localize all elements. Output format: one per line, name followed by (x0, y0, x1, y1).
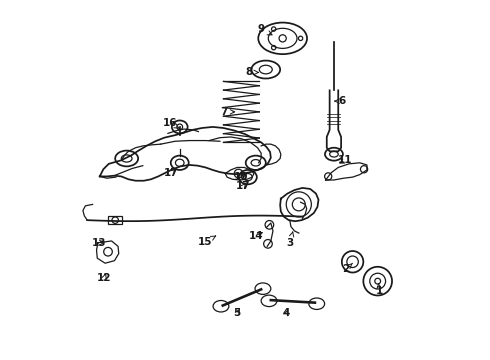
Text: 14: 14 (248, 231, 263, 240)
Text: 9: 9 (258, 24, 272, 35)
Text: 8: 8 (245, 67, 258, 77)
Text: 17: 17 (236, 181, 250, 192)
Text: 4: 4 (283, 309, 290, 318)
Bar (108, 216, 122, 225)
Text: 15: 15 (198, 236, 216, 247)
Text: 13: 13 (92, 238, 106, 248)
Text: 6: 6 (335, 96, 345, 106)
Text: 11: 11 (338, 155, 353, 165)
Text: 7: 7 (220, 107, 235, 117)
Text: 3: 3 (286, 232, 294, 248)
Text: 12: 12 (97, 273, 112, 283)
Text: 10: 10 (234, 172, 248, 182)
Text: 2: 2 (343, 263, 352, 274)
Text: 1: 1 (376, 283, 383, 296)
Text: 5: 5 (234, 309, 241, 318)
Text: 17: 17 (164, 168, 179, 178)
Text: 16: 16 (163, 118, 180, 129)
